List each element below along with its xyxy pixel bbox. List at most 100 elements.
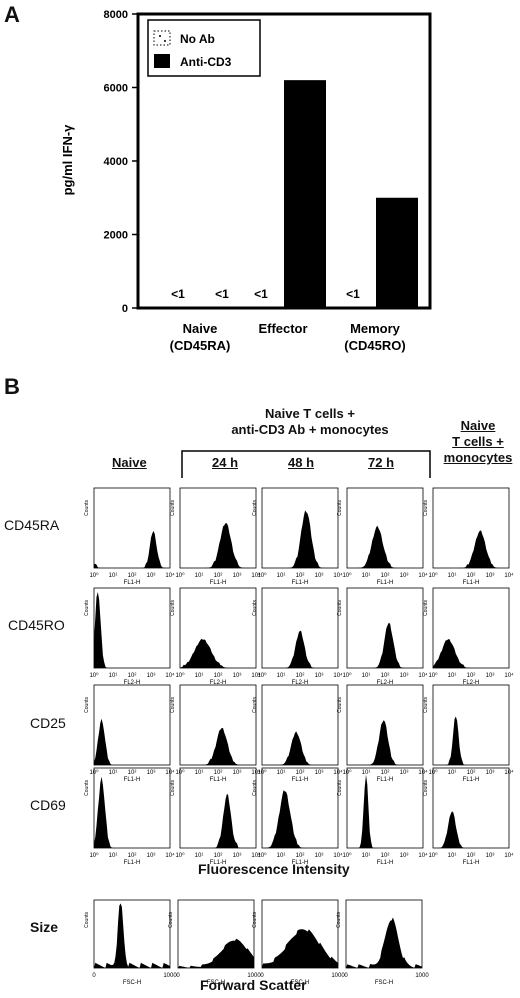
column-header-72h: 72 h	[368, 455, 395, 470]
x-tick-label: 10⁰	[257, 672, 267, 679]
x-tick-label: 10⁰	[175, 852, 185, 859]
x-category-sublabel: (CD45RA)	[170, 338, 231, 353]
x-tick-label: 10²	[128, 573, 137, 579]
legend-label-no-ab: No Ab	[180, 32, 215, 46]
column-header-naive: Naive	[112, 455, 147, 470]
bars-layer	[284, 80, 418, 309]
counts-label: Counts	[337, 600, 343, 616]
x-tick-label: 10²	[381, 770, 390, 776]
counts-label: Counts	[337, 780, 343, 796]
x-tick-label: 10²	[296, 673, 305, 679]
bar-anti-cd3	[284, 80, 326, 309]
x-category-labels: Naive (CD45RA) Effector Memory (CD45RO)	[170, 321, 406, 353]
legend-swatch-no-ab	[153, 30, 171, 46]
x-tick-label: 10⁴	[418, 852, 428, 859]
x-category-label: Memory	[350, 321, 401, 336]
x-tick-label: 10³	[147, 573, 156, 579]
channel-label: FL1-H	[124, 580, 141, 586]
x-tick-label: 10⁴	[165, 572, 175, 579]
x-tick-label: 10⁴	[333, 852, 343, 859]
histogram-fill	[433, 530, 509, 568]
x-tick-label: 1000	[331, 973, 345, 979]
y-tick-label: 6000	[104, 83, 128, 95]
x-tick-label: 10¹	[195, 673, 204, 679]
less-than-label: <1	[171, 287, 185, 301]
less-than-labels: <1 <1 <1 <1	[171, 287, 360, 301]
x-tick-label: 10¹	[109, 673, 118, 679]
counts-label: Counts	[252, 500, 258, 516]
panel-b-letter: B	[4, 374, 20, 399]
histogram-fill	[262, 790, 338, 848]
histogram-frame	[93, 487, 171, 569]
x-tick-label: 10⁰	[89, 672, 99, 679]
column-header-48h: 48 h	[288, 455, 315, 470]
x-tick-label: 10³	[315, 673, 324, 679]
channel-label: FL1-H	[463, 580, 480, 586]
x-tick-label: 10³	[315, 573, 324, 579]
channel-label: FL2-H	[377, 680, 394, 686]
x-tick-label: 10⁰	[175, 672, 185, 679]
channel-label: FL2-H	[210, 680, 227, 686]
y-tick-label: 4000	[104, 156, 128, 168]
channel-label: FL1-H	[463, 777, 480, 783]
bar-anti-cd3	[376, 197, 418, 308]
x-tick-label: 1000	[415, 973, 429, 979]
histogram-cd45ra-4: 10⁰ 10¹ 10² 10³ 10⁴ FL1-H Counts	[423, 487, 514, 586]
channel-label: FL1-H	[292, 860, 309, 866]
x-tick-label: 10⁴	[165, 852, 175, 859]
y-tick-label: 0	[122, 303, 128, 315]
x-tick-label: 10⁰	[428, 852, 438, 859]
histogram-fill	[262, 731, 338, 765]
x-tick-label: 10²	[381, 673, 390, 679]
histogram-fill	[347, 622, 423, 668]
x-tick-label: 10⁴	[251, 672, 261, 679]
counts-label: Counts	[337, 697, 343, 713]
histogram-fill	[262, 510, 338, 568]
channel-label: FL1-H	[210, 580, 227, 586]
counts-label: Counts	[170, 600, 176, 616]
histogram-fill	[94, 718, 170, 765]
x-tick-label: 10¹	[195, 770, 204, 776]
channel-label: FL1-H	[292, 777, 309, 783]
counts-label: Counts	[252, 780, 258, 796]
x-tick-label: 10³	[147, 770, 156, 776]
histogram-fill	[347, 720, 423, 765]
histogram-cd69-0: 10⁰ 10¹ 10² 10³ 10⁴ FL1-H Counts	[84, 767, 175, 866]
channel-label: FSC-H	[375, 980, 393, 986]
histogram-fill	[347, 774, 423, 848]
channel-label: FL2-H	[463, 680, 480, 686]
x-tick-label: 10³	[400, 573, 409, 579]
histogram-cd45ro-1: 10⁰ 10¹ 10² 10³ 10⁴ FL2-H Counts	[170, 587, 261, 686]
x-tick-label: 10¹	[362, 673, 371, 679]
x-tick-label: 10³	[233, 673, 242, 679]
x-tick-label: 10²	[128, 673, 137, 679]
x-tick-label: 10⁴	[251, 572, 261, 579]
x-tick-label: 10⁰	[428, 572, 438, 579]
x-tick-label: 0	[344, 973, 348, 979]
x-tick-label: 10³	[147, 853, 156, 859]
x-tick-label: 10¹	[448, 573, 457, 579]
histogram-cd69-1: 10⁰ 10¹ 10² 10³ 10⁴ FL1-H Counts	[170, 767, 261, 866]
counts-label: Counts	[336, 912, 342, 928]
histogram-cd45ra-2: 10⁰ 10¹ 10² 10³ 10⁴ FL1-H Counts	[252, 487, 343, 586]
counts-label: Counts	[84, 780, 90, 796]
row-label-cd45ra: CD45RA	[4, 517, 60, 533]
x-tick-label: 10²	[128, 770, 137, 776]
x-tick-label: 10¹	[109, 573, 118, 579]
histogram-cd45ro-4: 10⁰ 10¹ 10² 10³ 10⁴ FL2-H Counts	[423, 587, 514, 686]
counts-label: Counts	[337, 500, 343, 516]
histogram-fill	[433, 716, 509, 765]
x-category-label: Naive	[183, 321, 218, 336]
histogram-cd69-2: 10⁰ 10¹ 10² 10³ 10⁴ FL1-H Counts	[252, 767, 343, 866]
x-tick-label: 10²	[467, 573, 476, 579]
histogram-cd45ro-3: 10⁰ 10¹ 10² 10³ 10⁴ FL2-H Counts	[337, 587, 428, 686]
x-tick-label: 10¹	[277, 853, 286, 859]
counts-label: Counts	[170, 780, 176, 796]
less-than-label: <1	[346, 287, 360, 301]
histogram-fill	[262, 630, 338, 668]
header-group-label: Naive T cells + anti-CD3 Ab + monocytes	[231, 406, 389, 437]
histogram-cd45ra-0: 10⁰ 10¹ 10² 10³ 10⁴ FL1-H Counts	[84, 487, 175, 586]
